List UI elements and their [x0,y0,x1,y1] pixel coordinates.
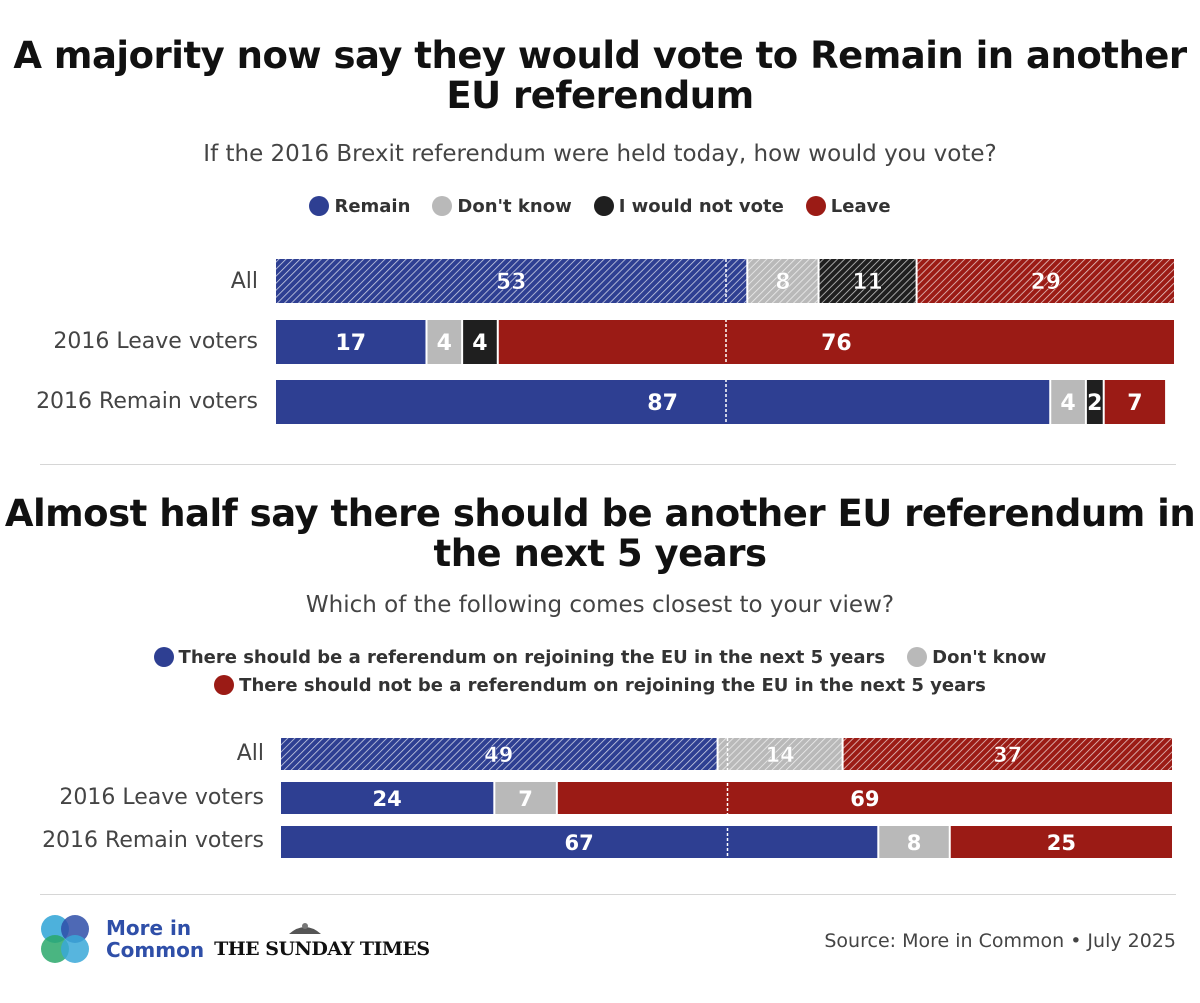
legend-label-dont-know: Don't know [457,195,572,217]
chart-2-subtitle: Which of the following comes closest to … [305,592,895,618]
data-label-2016-remain-voters-there-should-not-be-a-referend: 25 [1047,831,1076,855]
bar-all-remain [276,259,747,303]
data-label-2016-leave-voters-there-should-be-a-referendum-o: 24 [373,787,402,811]
footer-divider [40,894,1176,895]
data-label-2016-remain-voters-don-t-know: 8 [907,831,922,855]
chart-1-row-label-leave-voters: 2016 Leave voters [53,329,258,354]
legend-label-referendum-yes: There should be a referendum on rejoinin… [178,646,886,668]
legend-item-not-vote: I would not vote [593,195,784,217]
more-in-common-logo-icon [41,915,89,963]
data-label-2016-leave-voters-i-would-not-vote: 4 [472,331,487,356]
legend-item-referendum-no: There should not be a referendum on rejo… [214,675,986,696]
bar-all-don-t-know [748,259,818,303]
legend-dot-dont-know [432,196,453,216]
bar-all-there-should-be-a-referendum-o [281,738,717,770]
legend-item-referendum-yes: There should be a referendum on rejoinin… [153,646,886,668]
source-note: Source: More in Common • July 2025 [824,930,1176,952]
data-label-2016-leave-voters-don-t-know: 4 [437,331,452,356]
bar-2016-leave-voters-there-should-be-a-referendum-o [281,782,494,814]
legend-dot-not-vote [593,196,614,216]
footer-branding: More in Common THE SUNDAY TIMES [38,912,430,966]
data-label-all-don-t-know: 8 [775,270,790,295]
data-label-all-remain: 53 [496,270,527,295]
bar-2016-remain-voters-don-t-know [879,826,949,858]
legend-dot-referendum-no [214,675,235,695]
bar-2016-remain-voters-remain [276,380,1050,424]
legend-dot-leave [805,196,826,216]
data-label-2016-leave-voters-remain: 17 [335,331,366,356]
bar-all-don-t-know [718,738,842,770]
legend-item-dont-know-2: Don't know [907,647,1046,668]
sunday-times-logo: THE SUNDAY TIMES [214,938,430,960]
legend-dot-referendum-yes [153,647,174,667]
bar-all-i-would-not-vote [819,259,916,303]
legend-label-not-vote: I would not vote [618,195,784,217]
chart-1-title: A majority now say they would vote to Re… [13,34,1187,117]
bar-all-leave [917,259,1174,303]
legend-dot-remain [309,196,330,216]
sunday-times-crest-icon [289,923,321,934]
chart-2-row-label-leave-voters: 2016 Leave voters [59,785,264,810]
bar-all-there-should-not-be-a-referend [843,738,1172,770]
bar-2016-remain-voters-there-should-not-be-a-referend [950,826,1172,858]
data-label-2016-remain-voters-don-t-know: 4 [1060,391,1075,416]
chart-1-legend: Remain Don't know I would not vote Leave [0,192,1200,220]
chart-2-title: Almost half say there should be another … [4,492,1196,575]
data-label-2016-remain-voters-remain: 87 [647,391,678,416]
data-label-all-don-t-know: 14 [765,743,794,767]
legend-item-remain: Remain [309,196,410,217]
data-label-all-leave: 29 [1030,270,1061,295]
bar-2016-leave-voters-i-would-not-vote [463,320,497,364]
bar-2016-remain-voters-there-should-be-a-referendum-o [281,826,878,858]
bar-2016-leave-voters-don-t-know [427,320,462,364]
brand-line-1: More in [106,916,192,940]
chart-1-row-label-remain-voters: 2016 Remain voters [36,389,258,414]
more-in-common-logo-text: More in Common [106,917,204,961]
bar-2016-remain-voters-leave [1104,380,1166,424]
legend-label-referendum-no: There should not be a referendum on rejo… [239,674,986,696]
bar-2016-leave-voters-there-should-not-be-a-referend [557,782,1172,814]
legend-item-dont-know: Don't know [432,195,572,217]
data-label-all-there-should-be-a-referendum-o: 49 [484,743,513,767]
chart-1-row-label-all: All [230,269,258,294]
bar-2016-leave-voters-don-t-know [495,782,556,814]
data-label-2016-remain-voters-i-would-not-vote: 2 [1087,391,1102,416]
legend-label-dont-know-2: Don't know [932,646,1047,668]
bar-2016-leave-voters-leave [498,320,1174,364]
section-divider [40,464,1176,465]
legend-dot-dont-know-2 [907,647,928,667]
legend-item-leave: Leave [805,195,891,217]
chart-2-legend: There should be a referendum on rejoinin… [0,643,1200,699]
data-label-2016-remain-voters-leave: 7 [1127,391,1142,416]
bar-2016-remain-voters-i-would-not-vote [1086,380,1103,424]
legend-label-leave: Leave [830,195,891,217]
data-label-all-i-would-not-vote: 11 [852,270,883,295]
chart-1-subtitle: If the 2016 Brexit referendum were held … [203,141,997,167]
data-label-2016-leave-voters-leave: 76 [821,331,852,356]
brand-line-2: Common [106,938,205,962]
bar-2016-leave-voters-remain [276,320,426,364]
data-label-2016-remain-voters-there-should-be-a-referendum-o: 67 [565,831,594,855]
chart-2-row-label-all: All [236,741,264,766]
data-label-2016-leave-voters-don-t-know: 7 [518,787,533,811]
legend-label-remain: Remain [334,195,411,217]
data-label-all-there-should-not-be-a-referend: 37 [993,743,1022,767]
bar-2016-remain-voters-don-t-know [1051,380,1085,424]
data-label-2016-leave-voters-there-should-not-be-a-referend: 69 [850,787,879,811]
chart-2-row-label-remain-voters: 2016 Remain voters [42,828,264,853]
